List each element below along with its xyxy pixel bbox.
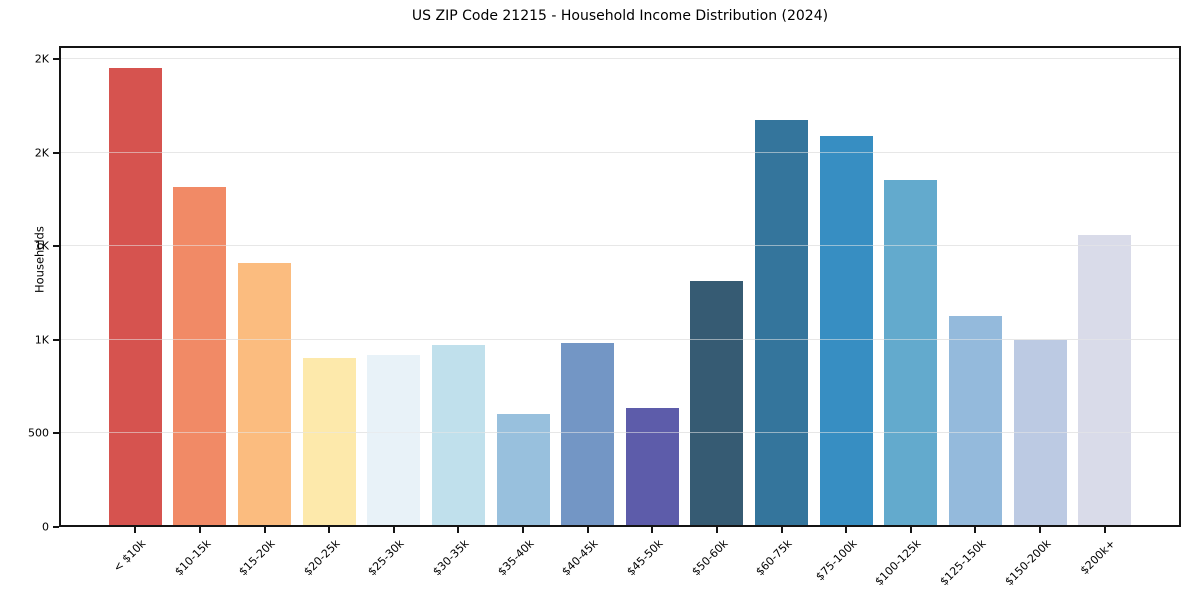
bar-$150-200k xyxy=(1013,339,1067,527)
gridline xyxy=(59,338,1181,340)
bar-slot: $60-75k xyxy=(749,46,814,578)
y-tick-mark xyxy=(53,338,59,341)
y-tick-label: 1K xyxy=(34,239,49,253)
bar-slot: $15-20k xyxy=(232,46,297,578)
gridline xyxy=(59,151,1181,153)
x-tick-mark xyxy=(715,527,718,533)
y-tick-mark xyxy=(53,432,59,435)
x-tick-mark xyxy=(134,527,137,533)
bar-$25-30k xyxy=(367,354,421,527)
y-axis-label: Households xyxy=(32,226,47,293)
x-tick-label: $125-150k xyxy=(937,537,989,589)
bar-slot: $25-30k xyxy=(362,46,427,578)
bar-slot: $125-150k xyxy=(937,46,1008,588)
x-tick-mark xyxy=(586,527,589,533)
bar-$125-150k xyxy=(948,315,1002,527)
bar-slot: $30-35k xyxy=(426,46,491,578)
bar-$60-75k xyxy=(755,119,809,527)
x-tick-label: $50-60k xyxy=(688,537,731,579)
x-tick-mark xyxy=(522,527,525,533)
y-tick-label: 500 xyxy=(28,426,49,440)
bar-$10-15k xyxy=(173,187,227,527)
x-tick-label: $20-25k xyxy=(301,537,343,579)
bar-$45-50k xyxy=(625,408,679,527)
bar-slot: $75-100k xyxy=(813,46,879,583)
bar-$40-45k xyxy=(561,342,615,527)
x-tick-mark xyxy=(974,527,977,533)
chart-title: US ZIP Code 21215 - Household Income Dis… xyxy=(411,8,829,24)
y-tick-label: 2K xyxy=(34,52,49,66)
bar-slot: $50-60k xyxy=(685,46,750,578)
bar-slot: < $10k xyxy=(103,46,168,575)
x-tick-label: $100-125k xyxy=(872,537,925,589)
x-tick-label: $200k+ xyxy=(1077,537,1118,578)
y-tick-mark xyxy=(53,58,59,61)
bar-slot: $200k+ xyxy=(1072,46,1137,577)
x-tick-mark xyxy=(263,527,266,533)
x-tick-label: $60-75k xyxy=(753,537,795,579)
x-tick-mark xyxy=(1103,527,1106,533)
bar-$200k+ xyxy=(1078,235,1132,527)
x-tick-mark xyxy=(457,527,460,533)
gridline xyxy=(59,58,1181,60)
x-tick-mark xyxy=(1039,527,1042,533)
plot-area: < $10k $10-15k $15-20k $20-25k $25-30k $30-35… xyxy=(28,46,1181,588)
bar-$75-100k xyxy=(819,135,873,527)
x-tick-label: $25-30k xyxy=(365,537,408,579)
bar-$30-35k xyxy=(431,345,485,527)
x-tick-label: $75-100k xyxy=(813,537,860,584)
x-tick-label: $10-15k xyxy=(171,537,214,579)
y-tick-label: 0 xyxy=(42,520,49,534)
gridline xyxy=(59,245,1181,247)
x-tick-mark xyxy=(909,527,912,533)
y-tick-mark xyxy=(53,245,59,248)
x-tick-label: $35-40k xyxy=(494,537,537,579)
bar-slot: $150-200k xyxy=(1002,46,1073,588)
bar-slot: $45-50k xyxy=(620,46,685,578)
x-tick-label: $30-35k xyxy=(430,537,472,579)
y-tick-mark xyxy=(53,526,59,528)
y-tick-mark xyxy=(53,151,59,154)
x-tick-label: $45-50k xyxy=(624,537,666,579)
x-tick-label: $150-200k xyxy=(1002,537,1054,589)
x-tick-mark xyxy=(845,527,848,533)
x-tick-mark xyxy=(198,527,201,533)
bar-$15-20k xyxy=(238,263,292,527)
x-tick-mark xyxy=(328,527,331,533)
bar-slot: $100-125k xyxy=(873,46,944,588)
y-tick-label: 2K xyxy=(34,146,49,160)
bar-slot: $40-45k xyxy=(555,46,620,578)
y-tick-label: 1K xyxy=(34,333,49,347)
x-tick-label: $40-45k xyxy=(559,537,601,579)
x-tick-label: $15-20k xyxy=(236,537,278,579)
bar-$50-60k xyxy=(690,280,744,527)
bar-slot: $20-25k xyxy=(297,46,362,578)
x-tick-mark xyxy=(651,527,654,533)
bar-$20-25k xyxy=(302,357,356,527)
bar-slot: $10-15k xyxy=(168,46,233,578)
x-tick-mark xyxy=(780,527,783,533)
bar-$100-125k xyxy=(884,179,938,527)
gridline xyxy=(59,432,1181,434)
x-tick-label: < $10k xyxy=(110,537,149,575)
gridlines-overlay xyxy=(59,46,1181,527)
bar-< $10k xyxy=(108,67,162,527)
x-tick-mark xyxy=(392,527,395,533)
